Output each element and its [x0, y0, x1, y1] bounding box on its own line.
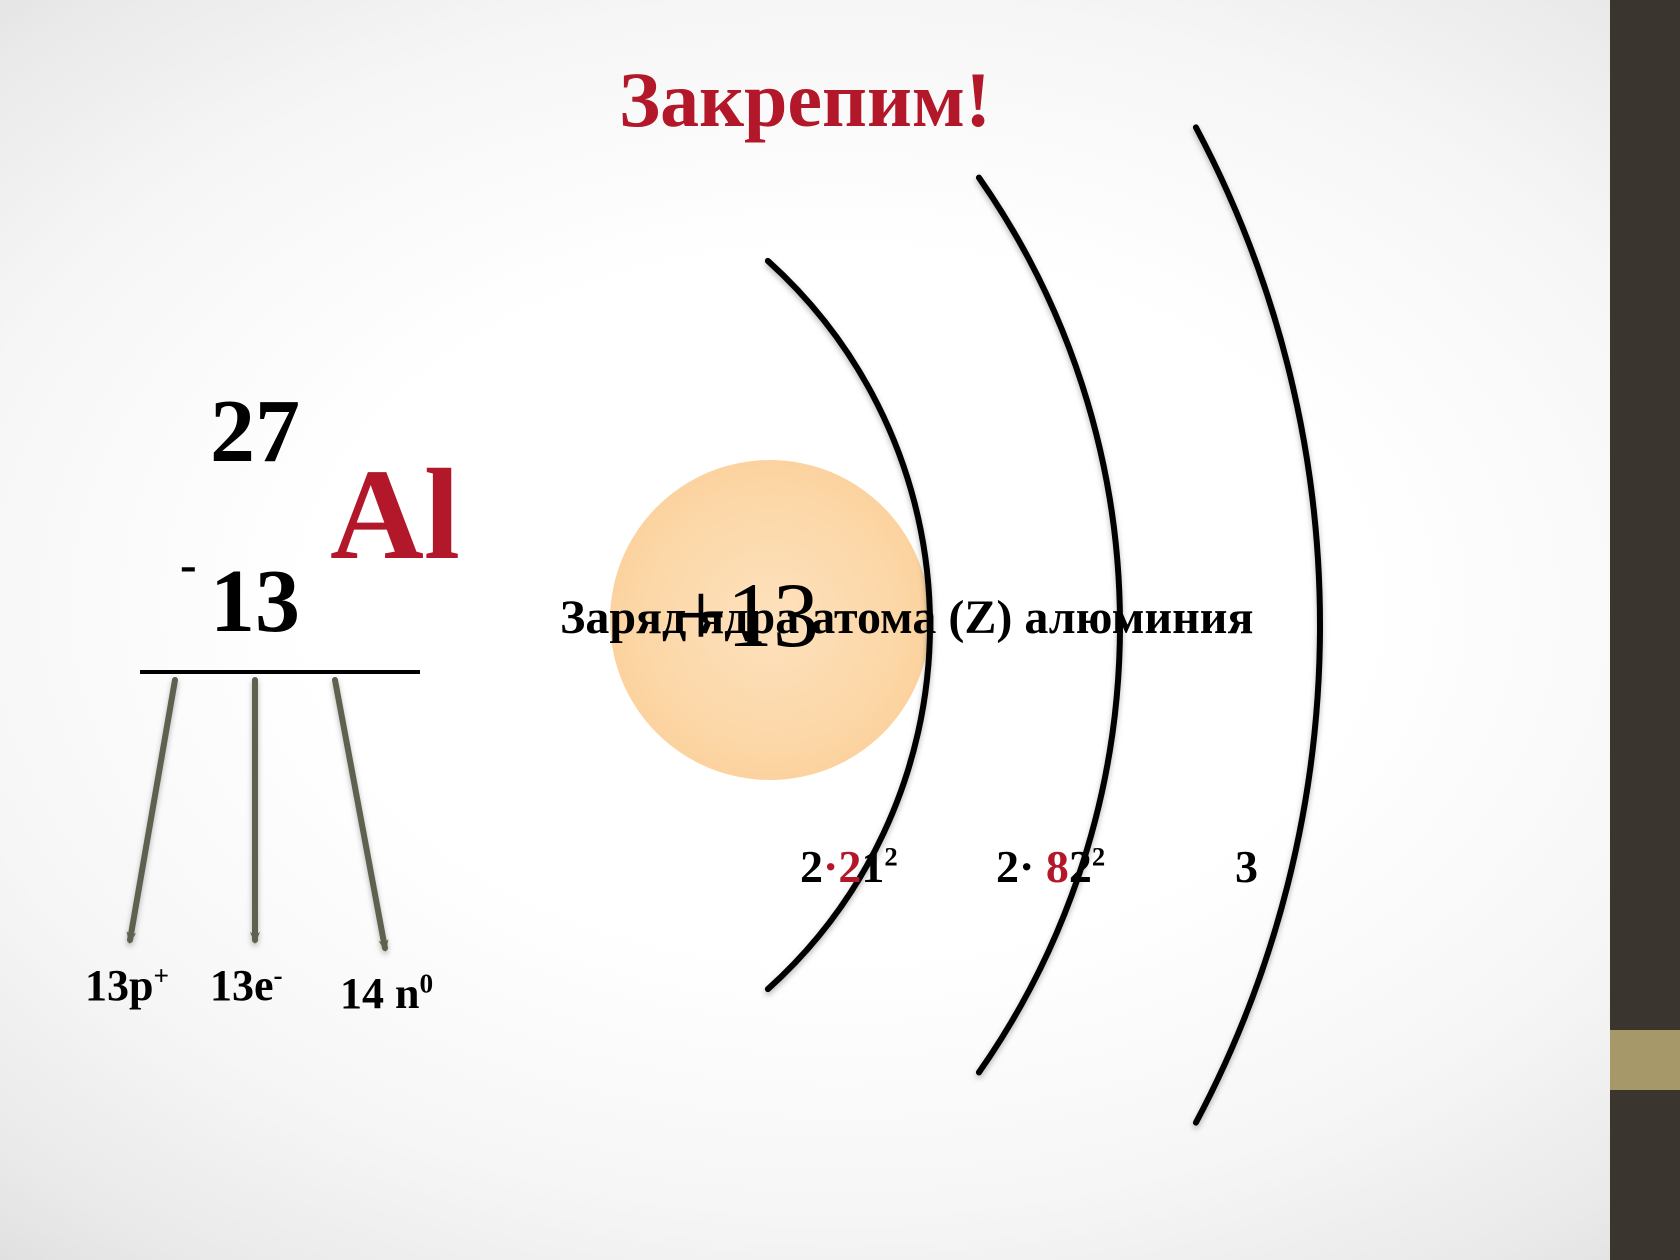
- shell-3-label: 3: [1235, 840, 1258, 893]
- shell-2-label: 2· 822: [996, 840, 1105, 893]
- electron-shells: [0, 0, 1680, 1260]
- shell-1-label: 2·212: [800, 840, 898, 893]
- slide-surface: Закрепим! 27 - 13 Al 13p+ 13e- 14 n0 Зар…: [0, 0, 1680, 1260]
